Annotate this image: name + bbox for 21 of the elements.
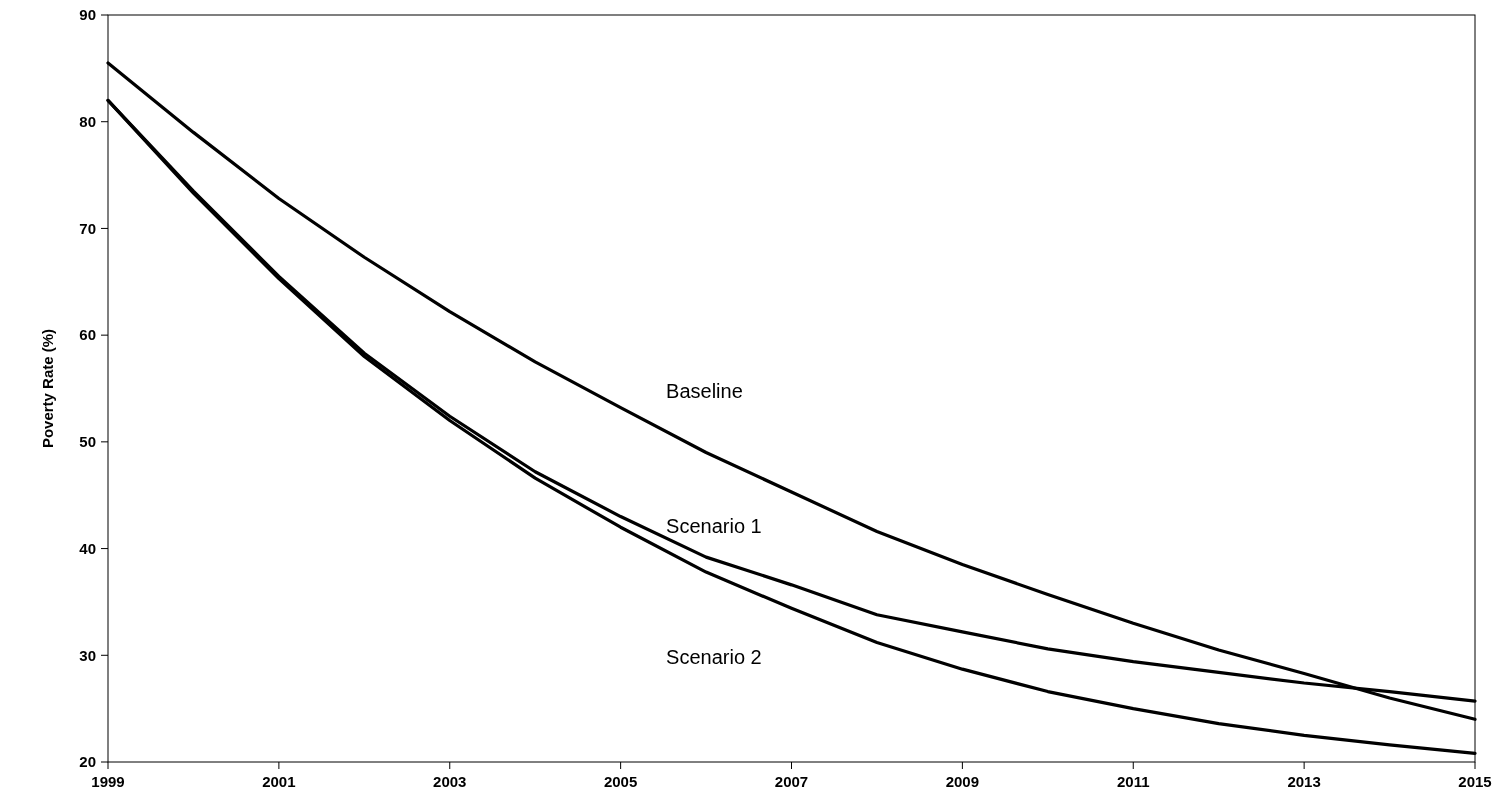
x-tick-label: 2013 xyxy=(1287,773,1321,790)
y-tick-label: 90 xyxy=(79,6,96,24)
y-axis-title: Poverty Rate (%) xyxy=(39,328,56,449)
y-tick-label: 70 xyxy=(79,219,96,237)
series-label: Scenario 1 xyxy=(666,515,762,538)
x-tick-label: 2005 xyxy=(603,773,638,790)
y-tick-label: 60 xyxy=(79,326,96,344)
y-tick-label: 50 xyxy=(79,433,96,451)
x-tick-label: 2015 xyxy=(1458,773,1492,790)
x-tick-label: 2011 xyxy=(1116,773,1150,790)
y-tick-label: 80 xyxy=(79,112,96,130)
y-tick-label: 40 xyxy=(79,539,96,557)
text: Scenario 2 xyxy=(666,646,762,669)
y-tick-label: 30 xyxy=(79,646,96,664)
x-tick-label: 2009 xyxy=(945,773,980,790)
series-label: Baseline xyxy=(666,379,743,402)
x-tick-label: 2007 xyxy=(774,773,809,790)
x-tick-label: 2003 xyxy=(433,773,467,790)
y-tick-label: 20 xyxy=(79,753,96,771)
x-tick-label: 1999 xyxy=(91,773,125,790)
x-tick-label: 2001 xyxy=(262,773,296,790)
